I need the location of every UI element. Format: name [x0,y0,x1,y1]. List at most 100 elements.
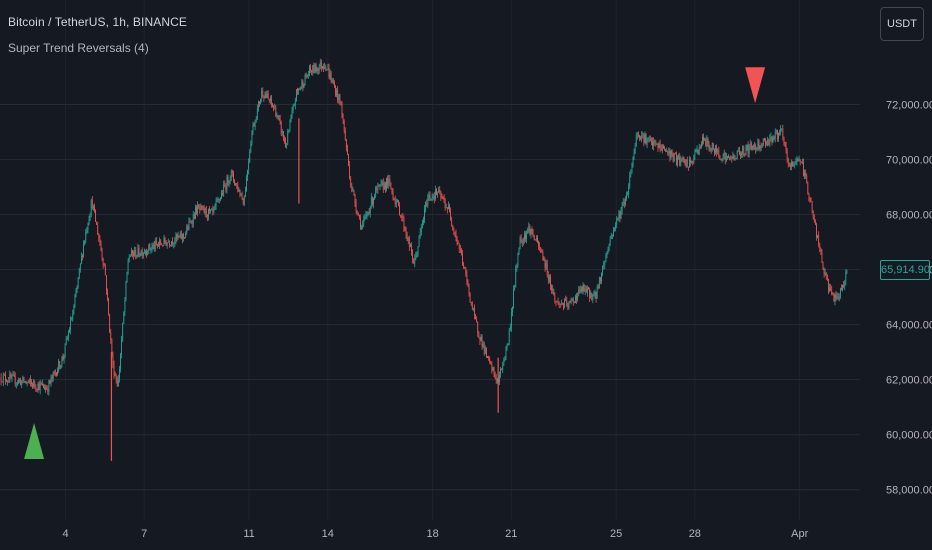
candle-body [383,183,385,190]
candle-body [689,159,690,167]
candle-body [214,205,216,207]
candle-body [399,205,400,216]
candle-body [349,165,351,179]
candle-body [37,384,39,390]
candle-body [249,152,251,163]
candle-body [679,155,681,166]
candle-body [727,156,728,158]
candle-body [374,195,375,199]
candle-body [654,141,656,143]
candle-body [603,265,605,267]
candle-body [627,194,628,196]
candle-body [28,379,30,383]
candle-body [372,197,373,205]
candle-body [462,254,463,265]
candle-body [729,157,731,159]
candle-body [645,134,647,144]
candle-body [213,206,215,212]
candle-body [676,153,677,165]
candle-body [740,155,741,156]
candle-body [583,284,585,292]
candle-body [238,189,240,192]
candle-body [456,238,458,243]
candle-body [154,241,156,249]
candle-body [262,90,264,97]
candle-body [506,345,508,348]
candle-body [376,187,378,190]
candle-body [222,192,223,195]
candle-body [272,103,273,107]
candle-body [74,296,76,306]
candle-body [486,348,487,358]
candle-body [178,236,180,237]
candle-body [198,205,200,208]
candle-body [260,98,261,104]
candle-body [816,224,817,238]
candle-body [427,197,429,206]
candle-body [653,141,655,147]
candle-body [628,187,630,195]
candle-body [200,205,202,210]
candle-body [158,244,159,246]
candle-body [281,131,283,134]
candle-body [414,257,416,264]
candle-body [119,369,120,379]
candle-body [669,150,671,159]
candle-body [761,144,763,148]
candle-body [82,256,83,257]
candle-body [318,66,320,72]
candle-body [250,143,252,153]
candle-body [367,212,369,215]
candle-body [580,287,582,292]
candle-body [410,244,411,247]
candle-body [177,236,179,238]
candle-body [615,225,617,229]
candle-body [187,226,189,230]
candle-body [332,79,334,84]
candle-body [502,365,504,370]
candle-body [793,164,795,167]
symbol-title[interactable]: Bitcoin / TetherUS, 1h, BINANCE [8,15,187,29]
candle-body [148,244,150,253]
candle-body [705,138,707,147]
candle-body [251,131,253,144]
candle-body [781,128,783,130]
currency-button[interactable]: USDT [880,7,924,41]
candle-body [597,286,599,289]
candle-body [159,240,161,246]
candle-body [658,143,660,149]
candle-body [464,266,466,268]
price-axis[interactable]: 58,000.0060,000.0062,000.0064,000.0066,0… [886,100,932,497]
candle-body [722,157,724,160]
indicator-label[interactable]: Super Trend Reversals (4) [8,41,149,55]
candle-body [483,343,485,354]
candle-body [381,182,383,184]
candle-body [369,207,371,214]
candle-body [718,149,720,156]
candle-body [360,217,361,229]
candle-body [540,247,542,253]
candle-body [274,107,276,108]
candle-body [240,195,242,196]
candle-body [163,237,165,246]
candle-body [6,380,7,382]
candle-body [75,291,77,297]
time-axis[interactable]: 4 7 11 14 18 21 25 28 Apr [62,528,808,540]
candle-body [69,330,70,333]
candle-body [33,381,35,388]
candle-body [794,162,796,165]
candle-body [91,200,93,209]
candle-body [299,89,301,91]
candle-body [610,235,612,239]
candle-body [362,224,364,227]
candle-body [226,177,228,190]
candle-body [247,170,248,178]
candle-body [1,381,3,383]
candle-body [193,214,195,219]
candle-body [261,90,263,99]
x-tick-label: Apr [791,528,808,540]
candle-body [716,147,717,153]
candle-body [217,199,219,201]
